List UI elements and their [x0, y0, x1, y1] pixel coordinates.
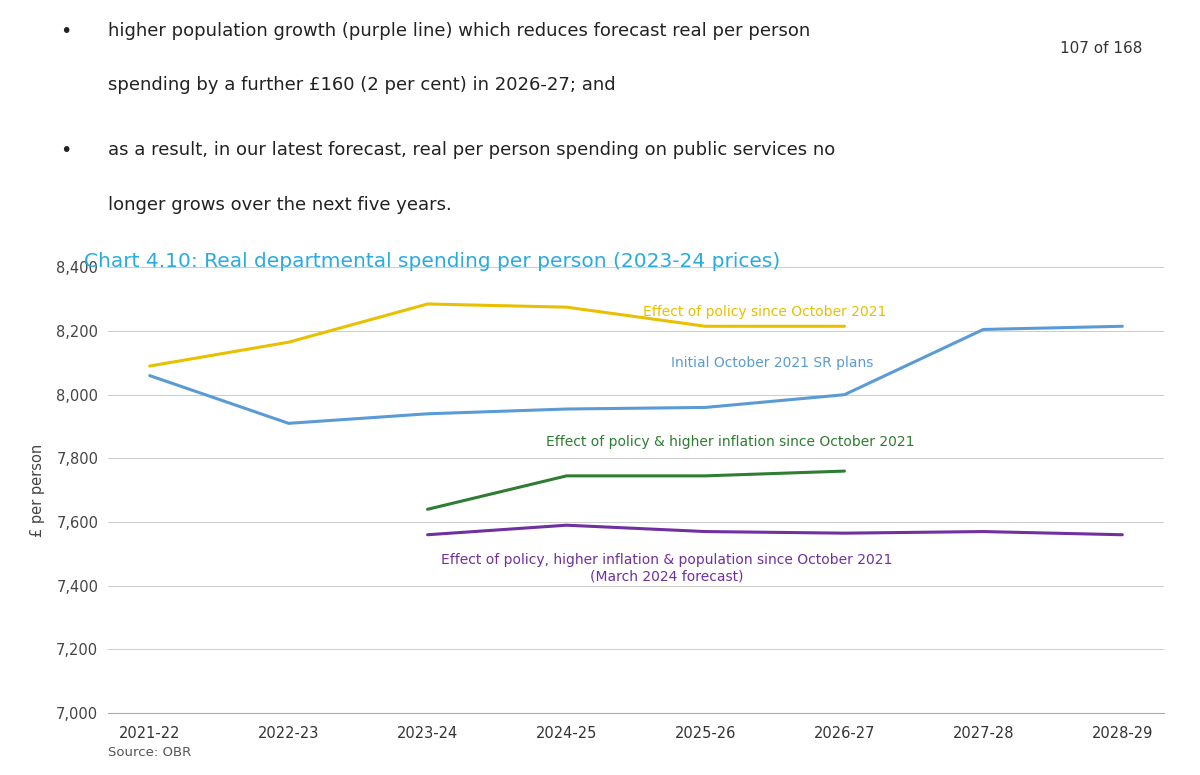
Text: spending by a further £160 (2 per cent) in 2026-27; and: spending by a further £160 (2 per cent) …	[108, 76, 616, 95]
Text: Effect of policy, higher inflation & population since October 2021
(March 2024 f: Effect of policy, higher inflation & pop…	[442, 553, 893, 584]
Initial October 2021 SR plans	[559, 405, 574, 414]
Initial October 2021 SR plans	[838, 390, 852, 399]
Effect of policy since October 2021	[282, 338, 296, 347]
Text: longer grows over the next five years.: longer grows over the next five years.	[108, 195, 451, 214]
Effect of policy since October 2021	[420, 299, 434, 308]
Effect of policy since October 2021	[559, 302, 574, 312]
Line: Effect of policy since October 2021: Effect of policy since October 2021	[150, 304, 845, 366]
Text: higher population growth (purple line) which reduces forecast real per person: higher population growth (purple line) w…	[108, 22, 810, 40]
Text: •: •	[60, 22, 71, 41]
Initial October 2021 SR plans	[282, 418, 296, 428]
Text: Initial October 2021 SR plans: Initial October 2021 SR plans	[671, 356, 874, 370]
Text: •: •	[60, 141, 71, 160]
Initial October 2021 SR plans	[143, 371, 157, 381]
Line: Initial October 2021 SR plans: Initial October 2021 SR plans	[150, 326, 1122, 423]
Text: 107 of 168: 107 of 168	[1060, 41, 1142, 56]
Text: Effect of policy since October 2021: Effect of policy since October 2021	[643, 305, 887, 319]
Effect of policy since October 2021	[143, 361, 157, 370]
Effect of policy since October 2021	[698, 322, 713, 331]
Text: Source: OBR: Source: OBR	[108, 746, 191, 759]
Initial October 2021 SR plans	[420, 409, 434, 419]
Text: Chart 4.10: Real departmental spending per person (2023-24 prices): Chart 4.10: Real departmental spending p…	[84, 252, 780, 271]
Y-axis label: £ per person: £ per person	[30, 443, 46, 537]
Initial October 2021 SR plans	[698, 403, 713, 412]
Effect of policy since October 2021	[838, 322, 852, 331]
Text: as a result, in our latest forecast, real per person spending on public services: as a result, in our latest forecast, rea…	[108, 141, 835, 160]
Initial October 2021 SR plans	[1115, 322, 1129, 331]
Initial October 2021 SR plans	[976, 325, 990, 334]
Text: Effect of policy & higher inflation since October 2021: Effect of policy & higher inflation sinc…	[546, 436, 914, 450]
